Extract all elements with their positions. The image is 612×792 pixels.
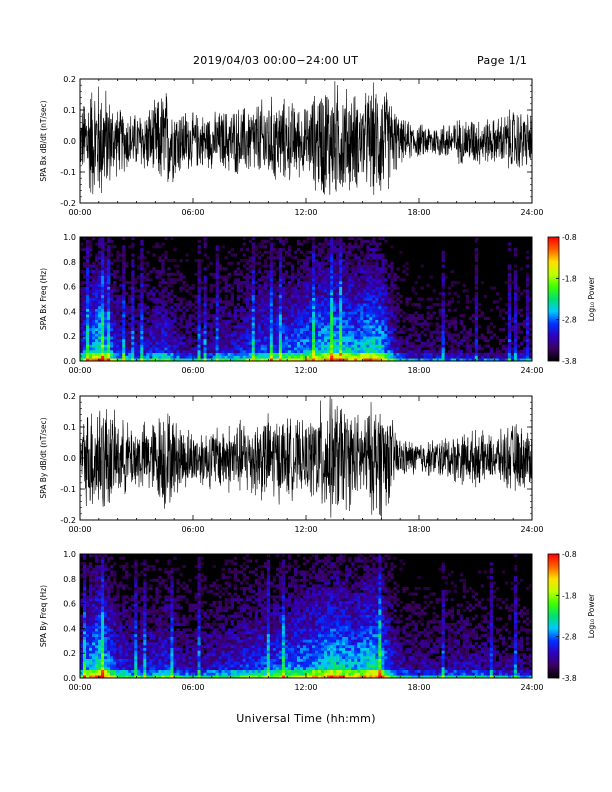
spectrogram-1	[80, 237, 533, 362]
x-tick-label: 00:00	[68, 208, 91, 217]
y-tick-label: -0.1	[60, 168, 76, 177]
colorbar-tick-label: -3.8	[562, 357, 577, 366]
y-tick-label: 0.4	[63, 624, 76, 633]
y-tick-label: 1.0	[63, 233, 76, 242]
colorbar-tick-label: -2.8	[562, 633, 577, 642]
x-tick-label: 06:00	[181, 366, 204, 375]
y-tick-label: 0.8	[63, 258, 76, 267]
y-tick-label: 0.4	[63, 307, 76, 316]
colorbar	[547, 553, 560, 679]
x-tick-label: 24:00	[520, 683, 543, 692]
plot-frame	[79, 78, 533, 204]
x-tick-label: 12:00	[294, 683, 317, 692]
x-tick-label: 00:00	[68, 525, 91, 534]
x-axis-title: Universal Time (hh:mm)	[236, 712, 376, 725]
x-tick-label: 06:00	[181, 208, 204, 217]
y-tick-label: 0.6	[63, 283, 76, 292]
plot-frame	[79, 236, 533, 362]
y-tick-label: 0.8	[63, 575, 76, 584]
x-tick-label: 00:00	[68, 366, 91, 375]
x-tick-label: 12:00	[294, 366, 317, 375]
y-tick-label: 0.2	[63, 75, 76, 84]
y-tick-label: -0.2	[60, 199, 76, 208]
colorbar-tick-label: -2.8	[562, 316, 577, 325]
colorbar-tick-label: -1.8	[562, 274, 577, 283]
x-tick-label: 12:00	[294, 525, 317, 534]
y-tick-label: 0.0	[63, 357, 76, 366]
y-tick-label: 0.2	[63, 649, 76, 658]
y-tick-label: 0.2	[63, 332, 76, 341]
y-tick-label: 0.0	[63, 137, 76, 146]
x-tick-label: 18:00	[407, 208, 430, 217]
spectrogram-3	[80, 554, 533, 679]
plot-frame	[79, 395, 533, 521]
y-tick-label: 0.2	[63, 392, 76, 401]
series-trace-2	[80, 396, 532, 519]
x-tick-label: 24:00	[520, 525, 543, 534]
y-tick-label: 0.6	[63, 600, 76, 609]
x-tick-label: 24:00	[520, 366, 543, 375]
y-tick-label: 1.0	[63, 550, 76, 559]
x-tick-label: 06:00	[181, 525, 204, 534]
y-tick-label: 0.0	[63, 454, 76, 463]
plot-frame	[79, 553, 533, 679]
x-tick-label: 24:00	[520, 208, 543, 217]
waveform-line	[80, 396, 532, 519]
x-tick-label: 00:00	[68, 683, 91, 692]
page-title: 2019/04/03 00:00−24:00 UT	[193, 54, 359, 67]
y-tick-label: 0.1	[63, 106, 76, 115]
x-tick-label: 18:00	[407, 683, 430, 692]
colorbar-tick-label: -3.8	[562, 674, 577, 683]
y-axis-label: SPA Bx dB/dt (nT/sec)	[39, 100, 48, 181]
colorbar	[547, 236, 560, 362]
series-trace-0	[80, 81, 532, 195]
x-tick-label: 18:00	[407, 525, 430, 534]
y-tick-label: -0.1	[60, 485, 76, 494]
colorbar-label: Log₁₀ Power	[587, 276, 596, 321]
y-tick-label: 0.1	[63, 423, 76, 432]
x-tick-label: 12:00	[294, 208, 317, 217]
waveform-line	[80, 81, 532, 195]
colorbar-tick-label: -0.8	[562, 550, 577, 559]
x-tick-label: 06:00	[181, 683, 204, 692]
colorbar-label: Log₁₀ Power	[587, 593, 596, 638]
colorbar-tick-label: -1.8	[562, 591, 577, 600]
y-tick-label: 0.0	[63, 674, 76, 683]
colorbar-tick-label: -0.8	[562, 233, 577, 242]
x-tick-label: 18:00	[407, 366, 430, 375]
y-axis-label: SPA By Freq (Hz)	[39, 585, 48, 647]
y-tick-label: -0.2	[60, 516, 76, 525]
page-number: Page 1/1	[477, 54, 528, 67]
y-axis-label: SPA Bx Freq (Hz)	[39, 268, 48, 330]
y-axis-label: SPA By dB/dt (nT/sec)	[39, 417, 48, 498]
